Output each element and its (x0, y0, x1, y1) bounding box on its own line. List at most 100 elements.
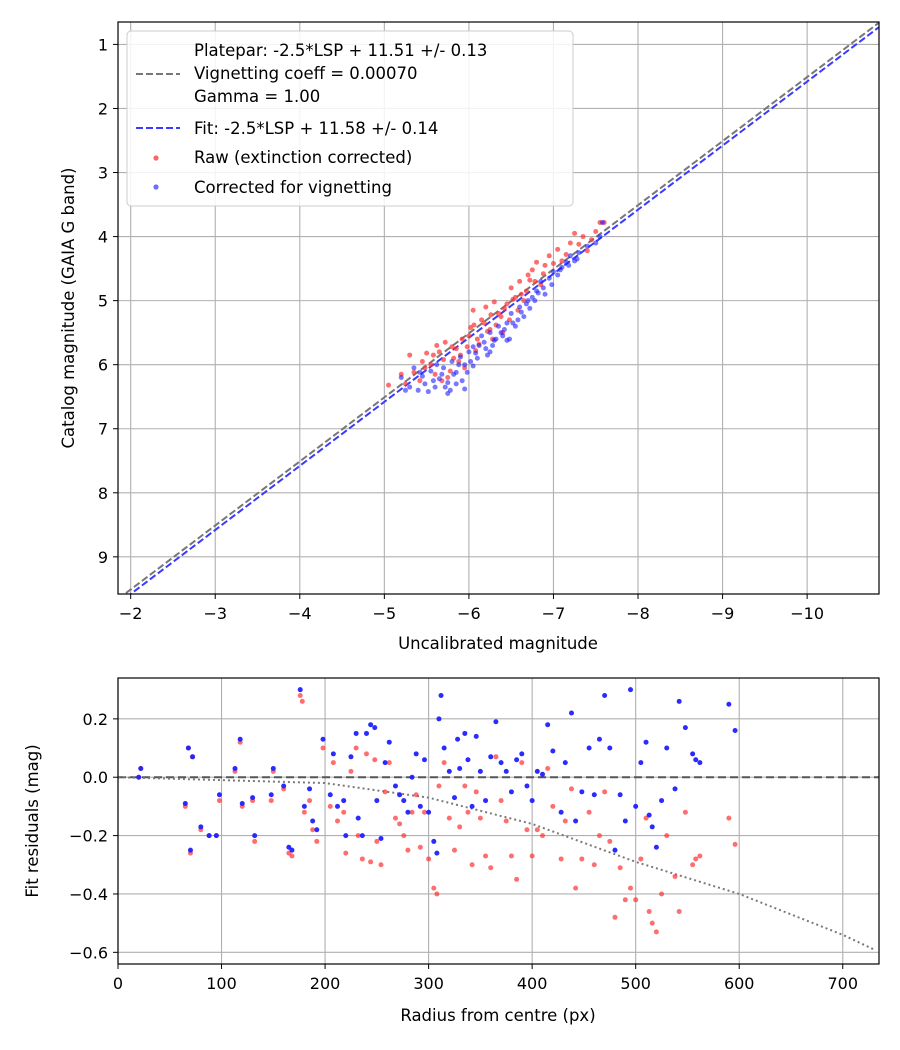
raw-residual-point (457, 824, 463, 830)
vignetting-curve (118, 776, 875, 951)
corrected-residual-point (591, 792, 597, 798)
calibration-y-tick-label: 6 (98, 356, 108, 375)
raw-residual-point (649, 920, 655, 926)
corrected-residual-point (488, 754, 494, 760)
raw-residual-point (426, 856, 432, 862)
residuals-x-tick-label: 400 (517, 974, 548, 993)
corrected-residual-point (268, 792, 274, 798)
raw-residual-point (372, 757, 378, 763)
raw-point (542, 262, 548, 268)
raw-residual-point (659, 891, 665, 897)
corrected-residual-point (586, 745, 592, 751)
raw-residual-point (558, 856, 564, 862)
corrected-point (567, 253, 573, 259)
raw-point (432, 371, 438, 377)
residuals-y-tick-label: −0.2 (69, 827, 108, 846)
corrected-residual-point (330, 751, 336, 757)
corrected-residual-point (359, 833, 365, 839)
raw-point (386, 382, 392, 388)
corrected-point (487, 349, 493, 355)
raw-residual-point (301, 809, 307, 815)
corrected-residual-point (446, 768, 452, 774)
raw-point (510, 296, 516, 302)
corrected-point (496, 323, 501, 329)
calibration-y-tick-label: 5 (98, 292, 108, 311)
raw-residual-point (568, 786, 574, 792)
raw-residual-point (314, 838, 320, 844)
raw-residual-point (434, 891, 440, 897)
calibration-y-tick-label: 8 (98, 484, 108, 503)
raw-residual-point (465, 809, 471, 815)
corrected-residual-point (270, 765, 276, 771)
corrected-residual-point (579, 789, 585, 795)
corrected-point (532, 298, 538, 304)
raw-point (453, 346, 459, 352)
raw-point (434, 342, 440, 348)
corrected-point (476, 342, 482, 348)
corrected-point (445, 380, 451, 386)
corrected-residual-point (550, 748, 556, 754)
corrected-point (473, 350, 479, 356)
raw-point (488, 312, 494, 318)
raw-point (580, 234, 586, 240)
raw-residual-point (378, 862, 384, 868)
corrected-residual-point (368, 722, 374, 728)
corrected-residual-point (477, 768, 483, 774)
calibration-x-tick-label: −7 (542, 604, 566, 623)
corrected-point (576, 250, 582, 256)
corrected-residual-point (314, 827, 320, 833)
raw-point (459, 336, 465, 342)
raw-point (468, 325, 474, 331)
corrected-residual-point (190, 754, 196, 760)
raw-residual-point (359, 856, 365, 862)
corrected-residual-point (378, 836, 384, 842)
corrected-residual-point (232, 765, 238, 771)
corrected-residual-point (198, 824, 204, 830)
corrected-point (501, 326, 507, 332)
corrected-point (453, 381, 459, 387)
raw-point (523, 288, 529, 294)
raw-residual-point (374, 838, 380, 844)
corrected-point (415, 387, 421, 393)
calibration-legend: Platepar: -2.5*LSP + 11.51 +/- 0.13 Vign… (126, 30, 574, 207)
corrected-residual-point (436, 716, 442, 722)
raw-point (508, 285, 514, 291)
legend-corrected-label: Corrected for vignetting (194, 178, 392, 197)
raw-point (422, 365, 428, 371)
raw-residual-point (363, 751, 369, 757)
raw-residual-point (252, 838, 258, 844)
corrected-residual-point (216, 792, 222, 798)
raw-residual-point (562, 818, 568, 824)
corrected-residual-point (455, 736, 461, 742)
raw-point (525, 272, 531, 278)
corrected-residual-point (310, 818, 316, 824)
corrected-point (439, 371, 445, 377)
raw-point (572, 230, 578, 236)
raw-point (517, 278, 523, 284)
corrected-residual-point (693, 757, 699, 763)
corrected-point (557, 267, 563, 273)
corrected-point (546, 275, 552, 281)
raw-residual-point (451, 847, 457, 853)
corrected-residual-point (473, 733, 479, 739)
corrected-point (498, 330, 504, 336)
corrected-residual-point (545, 722, 551, 728)
corrected-point (481, 339, 487, 345)
raw-residual-point (628, 885, 634, 891)
residuals-y-tick-label: 0.0 (83, 768, 108, 787)
corrected-point (549, 282, 555, 288)
raw-residual-point (382, 789, 388, 795)
corrected-residual-point (732, 728, 738, 734)
residuals-x-tick-label: 500 (620, 974, 651, 993)
raw-residual-point (612, 914, 618, 920)
raw-point (424, 350, 430, 356)
calibration-y-tick-label: 1 (98, 35, 108, 54)
corrected-residual-point (568, 710, 574, 716)
legend-raw-marker (153, 155, 159, 161)
corrected-residual-point (213, 833, 219, 839)
raw-point (430, 352, 436, 358)
corrected-point (600, 219, 606, 225)
corrected-residual-point (250, 795, 256, 801)
calibration-y-axis-label: Catalog magnitude (GAIA G band) (59, 168, 78, 449)
corrected-point (456, 362, 462, 368)
